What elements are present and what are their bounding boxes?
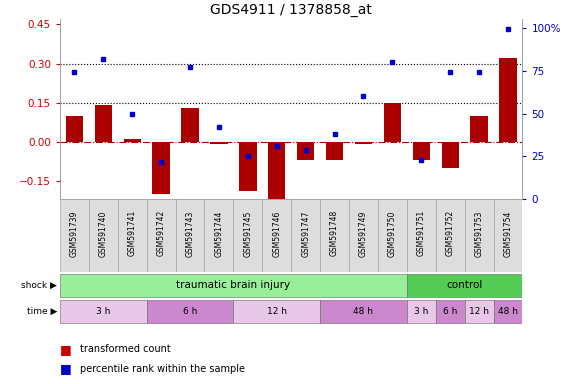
- Bar: [436, 199, 465, 272]
- Bar: [320, 300, 407, 323]
- Bar: [239, 142, 256, 192]
- Bar: [413, 142, 430, 160]
- Bar: [493, 300, 522, 323]
- Text: 6 h: 6 h: [443, 307, 457, 316]
- Text: 48 h: 48 h: [353, 307, 373, 316]
- Text: GSM591743: GSM591743: [186, 210, 195, 257]
- Text: traumatic brain injury: traumatic brain injury: [176, 280, 291, 290]
- Bar: [210, 142, 228, 144]
- Bar: [60, 273, 407, 297]
- Text: 12 h: 12 h: [267, 307, 287, 316]
- Bar: [378, 199, 407, 272]
- Text: GSM591739: GSM591739: [70, 210, 79, 257]
- Bar: [147, 199, 176, 272]
- Text: GSM591744: GSM591744: [215, 210, 223, 257]
- Bar: [95, 105, 112, 142]
- Bar: [326, 142, 343, 160]
- Bar: [152, 142, 170, 194]
- Text: 3 h: 3 h: [414, 307, 428, 316]
- Bar: [204, 199, 234, 272]
- Bar: [182, 108, 199, 142]
- Text: GSM591747: GSM591747: [301, 210, 310, 257]
- Text: 48 h: 48 h: [498, 307, 518, 316]
- Text: transformed count: transformed count: [80, 344, 171, 354]
- Bar: [118, 199, 147, 272]
- Text: time ▶: time ▶: [27, 307, 57, 316]
- Bar: [89, 199, 118, 272]
- Text: GSM591749: GSM591749: [359, 210, 368, 257]
- Bar: [349, 199, 378, 272]
- Text: ■: ■: [60, 343, 72, 356]
- Bar: [60, 300, 147, 323]
- Text: GSM591741: GSM591741: [128, 210, 136, 257]
- Text: GSM591754: GSM591754: [504, 210, 513, 257]
- Text: 12 h: 12 h: [469, 307, 489, 316]
- Bar: [407, 300, 436, 323]
- Bar: [176, 199, 204, 272]
- Bar: [465, 199, 493, 272]
- Title: GDS4911 / 1378858_at: GDS4911 / 1378858_at: [210, 3, 372, 17]
- Bar: [147, 300, 234, 323]
- Bar: [471, 116, 488, 142]
- Text: GSM591753: GSM591753: [475, 210, 484, 257]
- Bar: [291, 199, 320, 272]
- Bar: [355, 142, 372, 144]
- Text: ■: ■: [60, 362, 72, 375]
- Bar: [493, 199, 522, 272]
- Bar: [465, 300, 493, 323]
- Text: GSM591751: GSM591751: [417, 210, 426, 257]
- Text: 3 h: 3 h: [96, 307, 111, 316]
- Bar: [297, 142, 315, 160]
- Text: shock ▶: shock ▶: [21, 281, 57, 290]
- Text: GSM591752: GSM591752: [446, 210, 455, 257]
- Bar: [123, 139, 141, 142]
- Text: 6 h: 6 h: [183, 307, 197, 316]
- Bar: [60, 199, 89, 272]
- Bar: [320, 199, 349, 272]
- Bar: [234, 199, 262, 272]
- Bar: [436, 300, 465, 323]
- Bar: [262, 199, 291, 272]
- Text: GSM591745: GSM591745: [243, 210, 252, 257]
- Text: GSM591748: GSM591748: [330, 210, 339, 257]
- Bar: [384, 103, 401, 142]
- Text: control: control: [447, 280, 483, 290]
- Text: GSM591746: GSM591746: [272, 210, 282, 257]
- Bar: [499, 58, 517, 142]
- Bar: [234, 300, 320, 323]
- Bar: [441, 142, 459, 168]
- Text: percentile rank within the sample: percentile rank within the sample: [80, 364, 245, 374]
- Text: GSM591742: GSM591742: [156, 210, 166, 257]
- Bar: [268, 142, 286, 199]
- Bar: [407, 273, 522, 297]
- Bar: [407, 199, 436, 272]
- Text: GSM591740: GSM591740: [99, 210, 108, 257]
- Text: GSM591750: GSM591750: [388, 210, 397, 257]
- Bar: [66, 116, 83, 142]
